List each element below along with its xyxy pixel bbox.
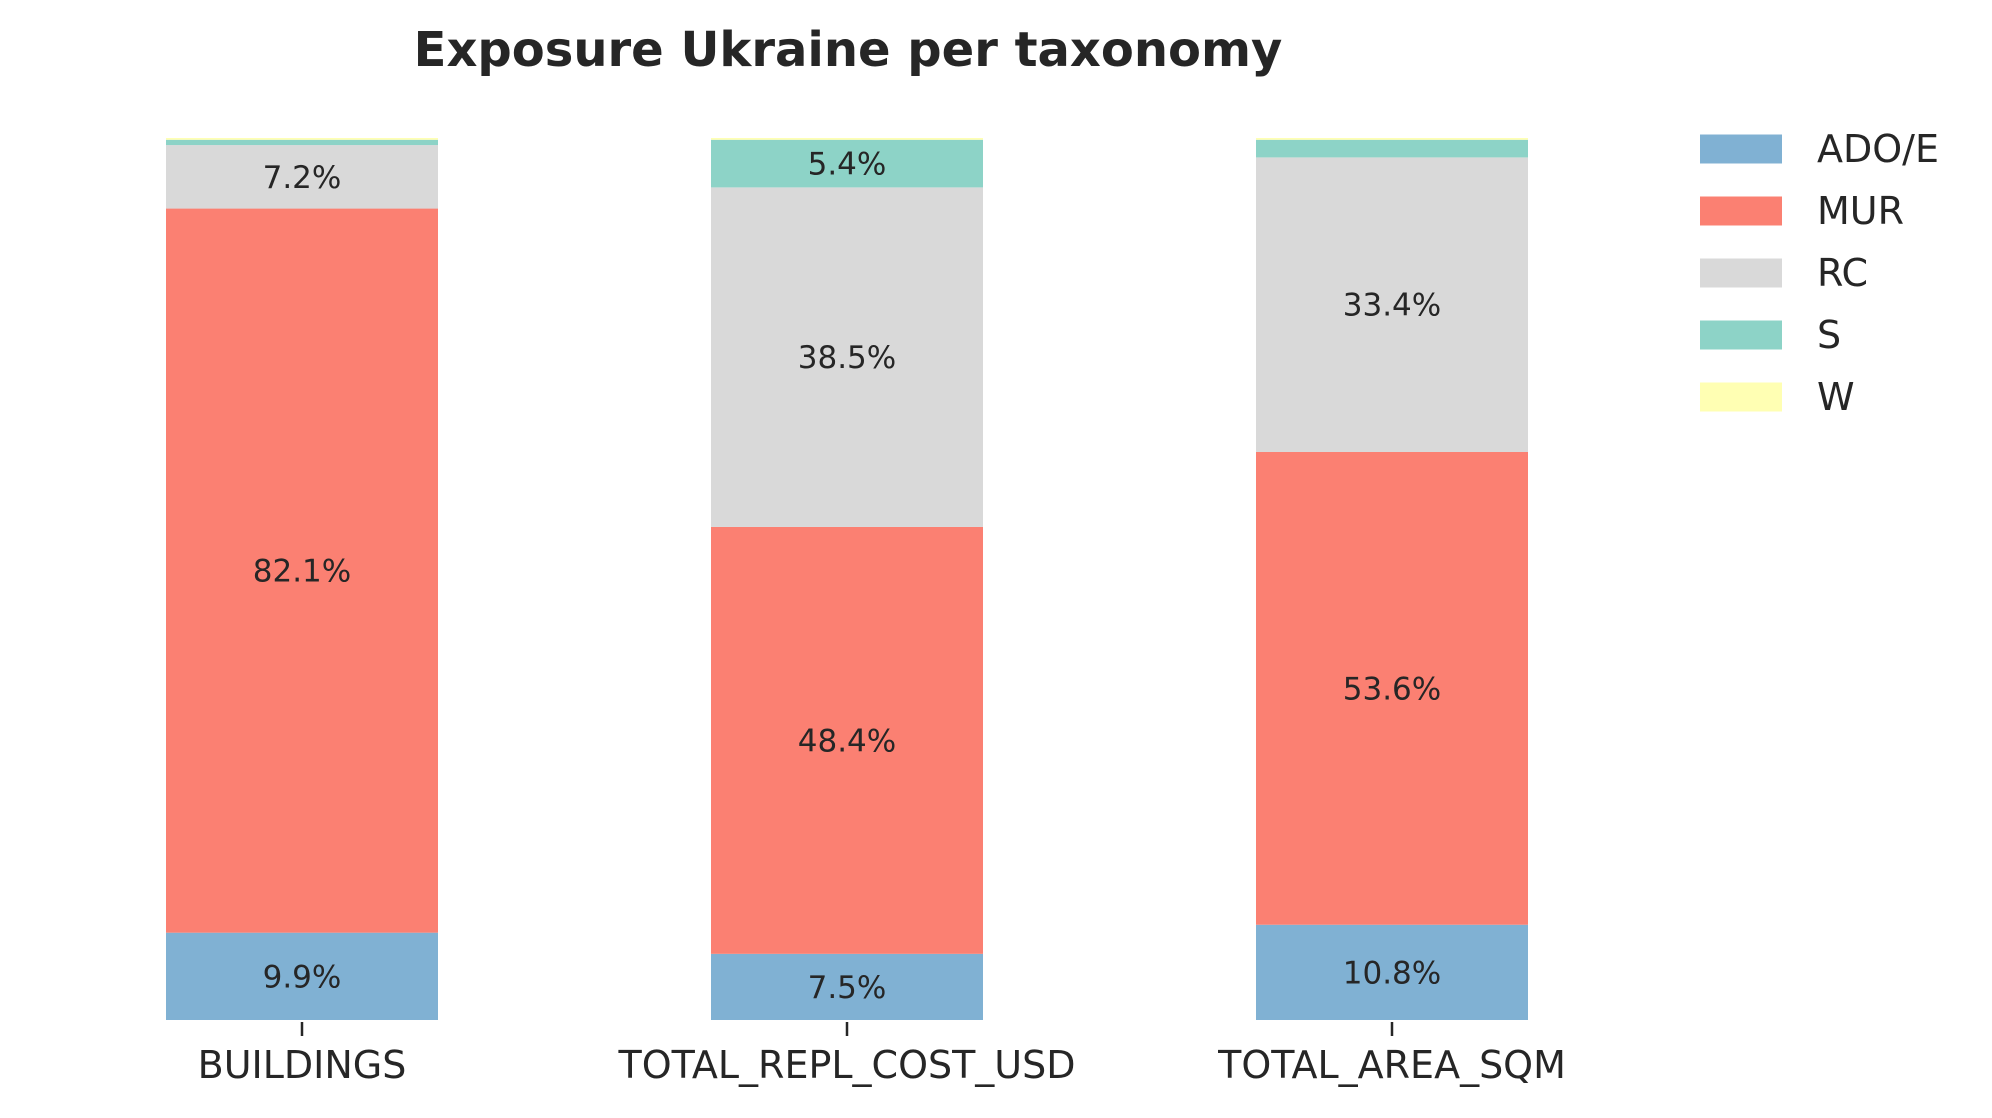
data-label: 48.4% — [798, 723, 896, 759]
bar-segment-ado-e-buildings — [166, 932, 438, 1020]
x-tick-label: TOTAL_AREA_SQM — [1217, 1043, 1566, 1087]
bar-segment-rc-buildings — [166, 145, 438, 209]
data-label: 10.8% — [1343, 955, 1441, 991]
legend-label: W — [1817, 375, 1855, 419]
x-tick-label: BUILDINGS — [198, 1043, 407, 1087]
bar-segment-rc-total-area-sqm — [1256, 157, 1528, 452]
bar-segment-s-total-repl-cost-usd — [711, 139, 983, 188]
segment-labels-layer: 9.9% 82.1% 7.2% 7.5% 48.4% 38.5% 5.4% 10.8% 53.6… — [253, 147, 1441, 1006]
data-label: 5.4% — [808, 147, 887, 183]
chart-title: Exposure Ukraine per taxonomy — [414, 22, 1283, 78]
bar-segment-mur-total-repl-cost-usd — [711, 526, 983, 954]
legend-label: S — [1817, 313, 1841, 357]
bar-segment-ado-e-total-area-sqm — [1256, 924, 1528, 1020]
data-label: 7.5% — [808, 970, 887, 1006]
bar-segment-s-buildings — [166, 139, 438, 146]
bar-segment-w-total-area-sqm — [1256, 138, 1528, 140]
x-tick-label: TOTAL_REPL_COST_USD — [617, 1043, 1075, 1087]
bar-segment-mur-buildings — [166, 208, 438, 933]
data-label: 82.1% — [253, 554, 351, 590]
bar-segment-w-total-repl-cost-usd — [711, 138, 983, 140]
data-label: 53.6% — [1343, 671, 1441, 707]
data-label: 38.5% — [798, 340, 896, 376]
legend: ADO/E MUR RC SW — [1700, 127, 1939, 419]
bar-segment-mur-total-area-sqm — [1256, 451, 1528, 925]
bars-layer — [166, 138, 1528, 1020]
legend-label: ADO/E — [1817, 127, 1939, 171]
legend-label: MUR — [1817, 189, 1904, 233]
bar-segment-ado-e-total-repl-cost-usd — [711, 953, 983, 1020]
legend-swatch — [1700, 134, 1782, 164]
data-label: 33.4% — [1343, 288, 1441, 324]
bar-segment-w-buildings — [166, 138, 438, 140]
bar-segment-rc-total-repl-cost-usd — [711, 187, 983, 527]
legend-swatch — [1700, 258, 1782, 288]
legend-swatch — [1700, 196, 1782, 226]
x-axis: BUILDINGS TOTAL_REPL_COST_USD TOTAL_AREA_S… — [198, 1022, 1566, 1087]
data-label: 9.9% — [263, 959, 342, 995]
data-label: 7.2% — [263, 160, 342, 196]
legend-label: RC — [1817, 251, 1868, 295]
legend-swatch — [1700, 320, 1782, 350]
legend-swatch — [1700, 382, 1782, 412]
bar-segment-s-total-area-sqm — [1256, 139, 1528, 158]
